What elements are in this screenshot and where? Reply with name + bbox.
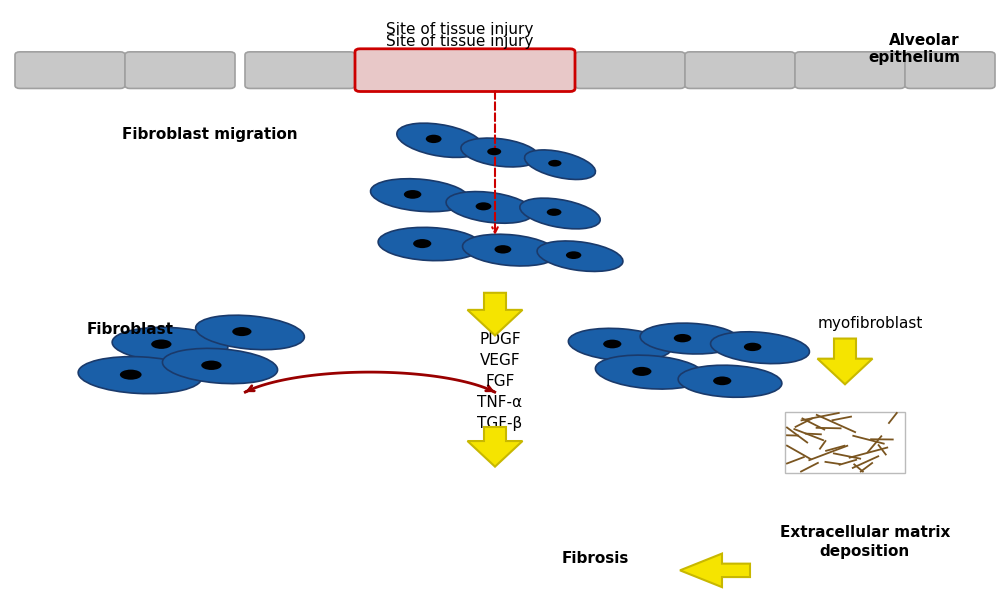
- Ellipse shape: [640, 323, 740, 354]
- Ellipse shape: [78, 357, 202, 393]
- Ellipse shape: [461, 138, 539, 167]
- Ellipse shape: [566, 251, 581, 259]
- FancyBboxPatch shape: [125, 52, 235, 88]
- Ellipse shape: [537, 241, 623, 271]
- Text: Site of tissue injury: Site of tissue injury: [386, 21, 534, 37]
- Ellipse shape: [568, 328, 672, 361]
- Ellipse shape: [595, 355, 705, 389]
- Ellipse shape: [463, 234, 557, 266]
- FancyBboxPatch shape: [795, 52, 905, 88]
- Ellipse shape: [112, 328, 228, 362]
- FancyArrow shape: [818, 339, 872, 384]
- Ellipse shape: [495, 245, 511, 254]
- Ellipse shape: [162, 348, 278, 384]
- Text: Fibroblast: Fibroblast: [87, 322, 174, 337]
- Ellipse shape: [547, 209, 561, 216]
- FancyBboxPatch shape: [905, 52, 995, 88]
- FancyArrow shape: [680, 554, 750, 587]
- Ellipse shape: [232, 327, 252, 336]
- Text: Alveolar
epithelium: Alveolar epithelium: [868, 32, 960, 65]
- FancyBboxPatch shape: [355, 52, 465, 88]
- Ellipse shape: [413, 239, 431, 248]
- Ellipse shape: [151, 340, 171, 349]
- Ellipse shape: [603, 340, 621, 348]
- Ellipse shape: [196, 315, 304, 350]
- FancyBboxPatch shape: [15, 52, 125, 88]
- FancyArrow shape: [467, 427, 522, 467]
- Ellipse shape: [548, 160, 561, 167]
- Ellipse shape: [713, 376, 731, 385]
- Ellipse shape: [371, 179, 469, 212]
- Ellipse shape: [120, 370, 142, 379]
- Text: Extracellular matrix
deposition: Extracellular matrix deposition: [780, 525, 950, 559]
- Ellipse shape: [487, 148, 501, 155]
- Ellipse shape: [378, 228, 482, 260]
- FancyBboxPatch shape: [575, 52, 685, 88]
- Ellipse shape: [525, 150, 595, 179]
- Ellipse shape: [520, 198, 600, 229]
- Ellipse shape: [397, 123, 483, 157]
- FancyArrow shape: [467, 293, 522, 336]
- Ellipse shape: [674, 334, 691, 342]
- FancyBboxPatch shape: [685, 52, 795, 88]
- Ellipse shape: [744, 343, 761, 351]
- FancyBboxPatch shape: [355, 49, 575, 92]
- Ellipse shape: [711, 332, 809, 364]
- Text: Fibrosis: Fibrosis: [561, 551, 629, 565]
- Text: Fibroblast migration: Fibroblast migration: [122, 127, 298, 142]
- Text: PDGF
VEGF
FGF
TNF-α
TGF-β: PDGF VEGF FGF TNF-α TGF-β: [477, 332, 523, 431]
- FancyBboxPatch shape: [245, 52, 355, 88]
- Ellipse shape: [446, 192, 534, 223]
- Text: myofibroblast: myofibroblast: [817, 316, 923, 331]
- Ellipse shape: [426, 135, 442, 143]
- Ellipse shape: [632, 367, 651, 376]
- Text: Site of tissue injury: Site of tissue injury: [386, 34, 534, 49]
- Ellipse shape: [476, 203, 491, 210]
- FancyBboxPatch shape: [465, 52, 575, 88]
- Ellipse shape: [678, 365, 782, 397]
- Ellipse shape: [404, 190, 421, 199]
- FancyBboxPatch shape: [785, 412, 905, 473]
- Ellipse shape: [201, 361, 222, 370]
